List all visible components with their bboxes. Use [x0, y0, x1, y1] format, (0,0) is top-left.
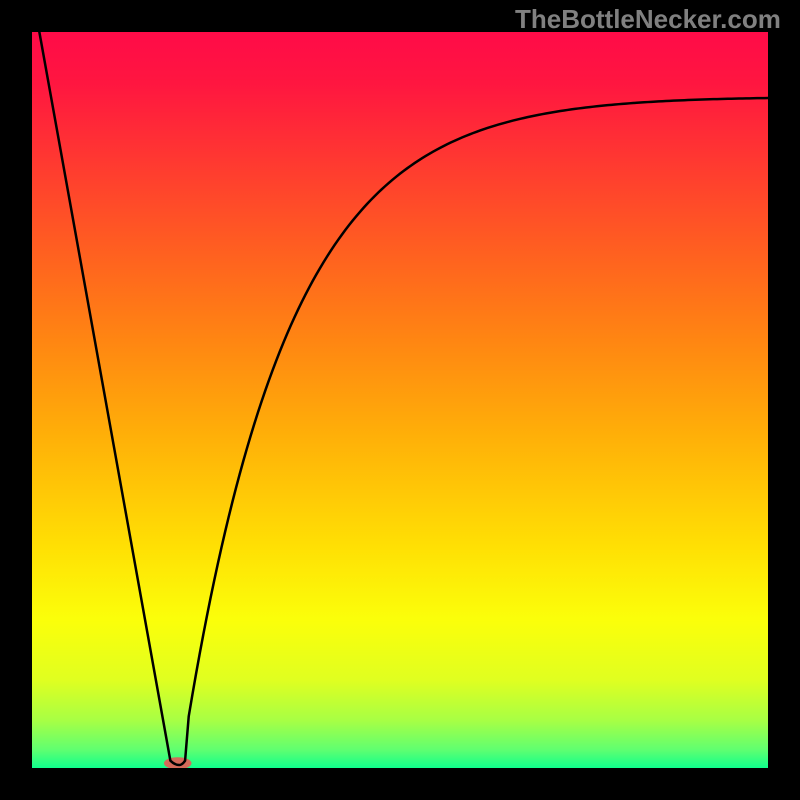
chart-svg — [32, 32, 768, 768]
plot-area — [32, 32, 768, 768]
chart-background — [32, 32, 768, 768]
watermark-text: TheBottleNecker.com — [515, 4, 781, 35]
apex-marker — [164, 758, 190, 768]
chart-frame: TheBottleNecker.com — [0, 0, 800, 800]
